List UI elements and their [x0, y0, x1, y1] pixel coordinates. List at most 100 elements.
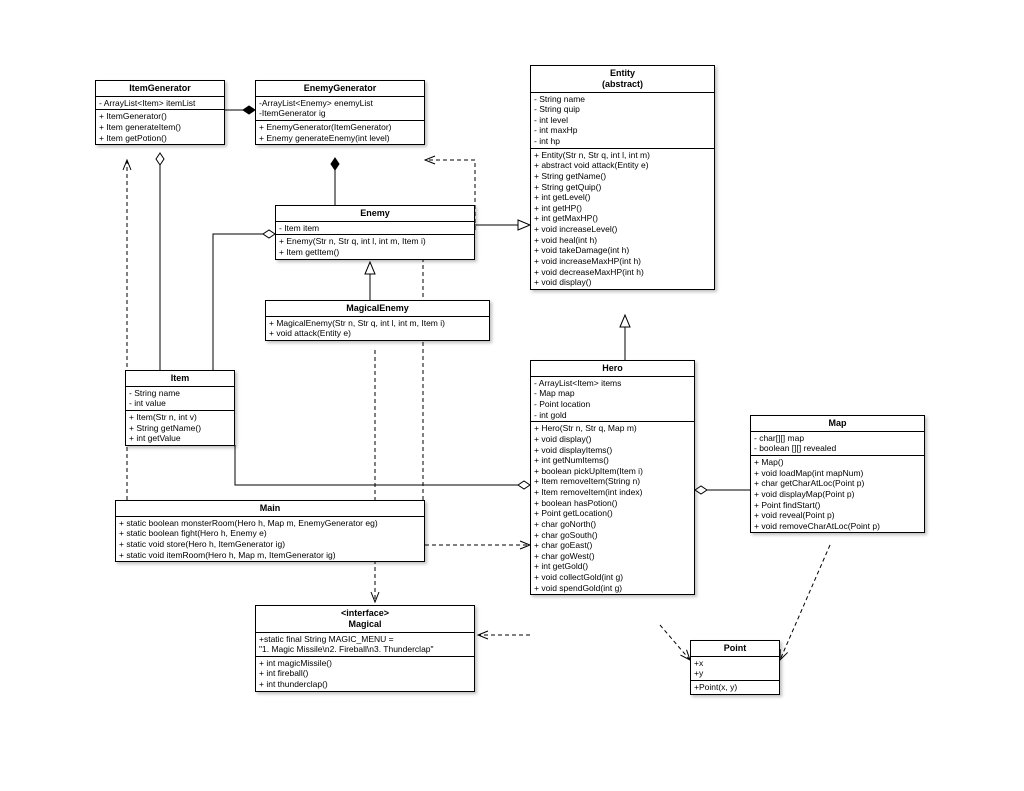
method: + String getName() [534, 171, 711, 182]
class-point: Point+x+y+Point(x, y) [690, 640, 780, 695]
method: + Map() [754, 457, 921, 468]
class-title: Point [691, 641, 779, 657]
attribute: -ArrayList<Enemy> enemyList [259, 98, 421, 109]
method: + void increaseMaxHP(int h) [534, 256, 711, 267]
method: + Hero(Str n, Str q, Map m) [534, 423, 691, 434]
connector-dependency [660, 625, 690, 660]
connector-dependency [780, 545, 830, 660]
method: + void decreaseMaxHP(int h) [534, 267, 711, 278]
method: + boolean hasPotion() [534, 498, 691, 509]
class-methods: + static boolean monsterRoom(Hero h, Map… [116, 517, 424, 562]
method: + int getHP() [534, 203, 711, 214]
class-main: Main+ static boolean monsterRoom(Hero h,… [115, 500, 425, 562]
class-attributes: - String name- int value [126, 387, 234, 411]
attribute: - int level [534, 115, 711, 126]
method: + void collectGold(int g) [534, 572, 691, 583]
method: + String getQuip() [534, 182, 711, 193]
method: + char goWest() [534, 551, 691, 562]
attribute: "1. Magic Missile\n2. Fireball\n3. Thund… [259, 644, 471, 655]
method: + void spendGold(int g) [534, 583, 691, 594]
class-attributes: - ArrayList<Item> items- Map map- Point … [531, 377, 694, 423]
class-methods: + ItemGenerator()+ Item generateItem()+ … [96, 110, 224, 144]
method: + Item generateItem() [99, 122, 221, 133]
class-title: Map [751, 416, 924, 432]
method: + Enemy generateEnemy(int level) [259, 133, 421, 144]
attribute: - int maxHp [534, 125, 711, 136]
class-methods: + Item(Str n, int v)+ String getName()+ … [126, 411, 234, 445]
method: + static void itemRoom(Hero h, Map m, It… [119, 550, 421, 561]
method: + MagicalEnemy(Str n, Str q, int l, int … [269, 318, 486, 329]
method: + Enemy(Str n, Str q, int l, int m, Item… [279, 236, 471, 247]
method: + Entity(Str n, Str q, int l, int m) [534, 150, 711, 161]
method: + boolean pickUpItem(Item i) [534, 466, 691, 477]
method: + Item getItem() [279, 247, 471, 258]
class-title: MagicalEnemy [266, 301, 489, 317]
class-attributes: +static final String MAGIC_MENU ="1. Mag… [256, 633, 474, 657]
method: + void attack(Entity e) [269, 328, 486, 339]
class-methods: + int magicMissile()+ int fireball()+ in… [256, 657, 474, 691]
class-methods: + MagicalEnemy(Str n, Str q, int l, int … [266, 317, 489, 340]
attribute: - int hp [534, 136, 711, 147]
method: + int getNumItems() [534, 455, 691, 466]
method: + static void store(Hero h, ItemGenerato… [119, 539, 421, 550]
method: + void reveal(Point p) [754, 510, 921, 521]
attribute: - ArrayList<Item> items [534, 378, 691, 389]
class-methods: + Hero(Str n, Str q, Map m)+ void displa… [531, 422, 694, 594]
class-methods: + EnemyGenerator(ItemGenerator)+ Enemy g… [256, 121, 424, 144]
method: + static boolean monsterRoom(Hero h, Map… [119, 518, 421, 529]
method: + void display() [534, 434, 691, 445]
connector-aggregation [235, 445, 530, 485]
method: + static boolean fight(Hero h, Enemy e) [119, 528, 421, 539]
method: + String getName() [129, 423, 231, 434]
class-attributes: - ArrayList<Item> itemList [96, 97, 224, 111]
class-map: Map- char[][] map- boolean [][] revealed… [750, 415, 925, 533]
method: + Item getPotion() [99, 133, 221, 144]
class-title: Item [126, 371, 234, 387]
method: + void takeDamage(int h) [534, 245, 711, 256]
attribute: - ArrayList<Item> itemList [99, 98, 221, 109]
attribute: - char[][] map [754, 433, 921, 444]
class-attributes: -ArrayList<Enemy> enemyList-ItemGenerato… [256, 97, 424, 121]
class-title: Enemy [276, 206, 474, 222]
method: + char getCharAtLoc(Point p) [754, 478, 921, 489]
class-title: ItemGenerator [96, 81, 224, 97]
attribute: -ItemGenerator ig [259, 108, 421, 119]
method: + Point findStart() [754, 500, 921, 511]
class-hero: Hero- ArrayList<Item> items- Map map- Po… [530, 360, 695, 595]
class-attributes: - char[][] map- boolean [][] revealed [751, 432, 924, 456]
class-enemy: Enemy- Item item + Enemy(Str n, Str q, in… [275, 205, 475, 260]
method: + char goNorth() [534, 519, 691, 530]
class-enemygenerator: EnemyGenerator-ArrayList<Enemy> enemyLis… [255, 80, 425, 145]
method: + void displayItems() [534, 445, 691, 456]
method: + char goEast() [534, 540, 691, 551]
attribute: - Item item [279, 223, 471, 234]
method: + int getValue [129, 433, 231, 444]
method: + ItemGenerator() [99, 111, 221, 122]
method: +Point(x, y) [694, 682, 776, 693]
method: + Item removeItem(String n) [534, 476, 691, 487]
attribute: - String name [129, 388, 231, 399]
class-itemgenerator: ItemGenerator- ArrayList<Item> itemList+… [95, 80, 225, 145]
attribute: - Point location [534, 399, 691, 410]
method: + Item removeItem(int index) [534, 487, 691, 498]
class-entity: Entity(abstract)- String name- String qu… [530, 65, 715, 290]
class-attributes: - Item item [276, 222, 474, 236]
class-methods: +Point(x, y) [691, 681, 779, 694]
method: + int fireball() [259, 668, 471, 679]
attribute: - int gold [534, 410, 691, 421]
class-attributes: - String name- String quip- int level- i… [531, 93, 714, 149]
method: + int getGold() [534, 561, 691, 572]
method: + void heal(int h) [534, 235, 711, 246]
method: + void increaseLevel() [534, 224, 711, 235]
attribute: - int value [129, 398, 231, 409]
attribute: - String name [534, 94, 711, 105]
attribute: +y [694, 668, 776, 679]
class-title: Entity(abstract) [531, 66, 714, 93]
class-methods: + Map()+ void loadMap(int mapNum)+ char … [751, 456, 924, 532]
class-item: Item- String name- int value+ Item(Str n… [125, 370, 235, 446]
class-title: EnemyGenerator [256, 81, 424, 97]
method: + int getMaxHP() [534, 213, 711, 224]
attribute: +static final String MAGIC_MENU = [259, 634, 471, 645]
class-title: Main [116, 501, 424, 517]
method: + int thunderclap() [259, 679, 471, 690]
